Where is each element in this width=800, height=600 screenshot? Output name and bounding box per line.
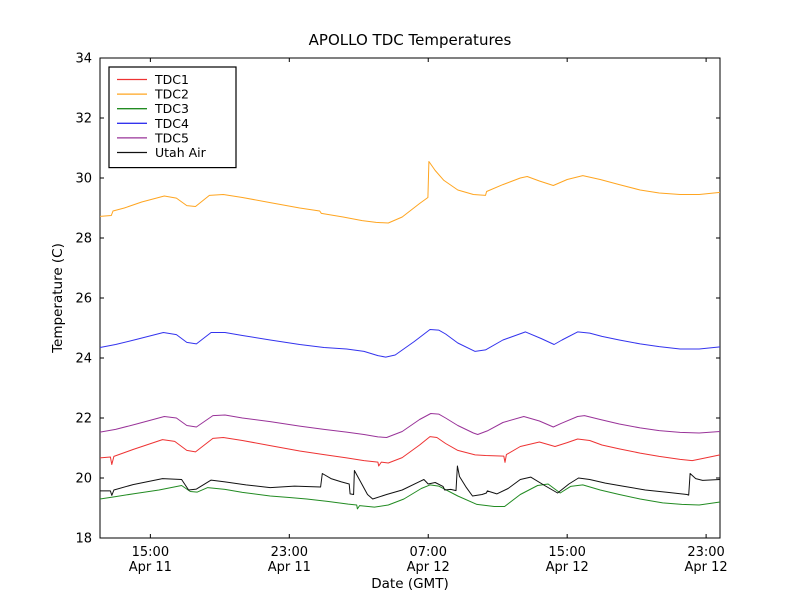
- y-axis-label: Temperature (C): [50, 243, 66, 354]
- y-tick-label: 18: [75, 532, 92, 547]
- series-line-tdc1: [99, 436, 721, 467]
- y-tick-label: 32: [75, 112, 92, 127]
- legend-label-tdc3: TDC3: [154, 101, 189, 116]
- x-tick-sublabel: Apr 12: [546, 560, 589, 575]
- legend-label-tdc4: TDC4: [154, 116, 189, 131]
- x-tick-label: 23:00: [271, 545, 308, 560]
- series-line-tdc2: [99, 161, 721, 224]
- legend-box: [108, 66, 237, 169]
- y-tick-label: 30: [75, 172, 92, 187]
- y-tick-label: 24: [75, 352, 92, 367]
- legend-label-utah-air: Utah Air: [155, 145, 207, 160]
- series-line-tdc5: [99, 413, 721, 438]
- x-tick-sublabel: Apr 11: [129, 560, 172, 575]
- y-tick-label: 20: [75, 472, 92, 487]
- series-line-utah-air: [100, 465, 721, 500]
- x-tick-label: 23:00: [687, 545, 724, 560]
- y-tick-label: 22: [75, 412, 92, 427]
- y-tick-label: 28: [75, 232, 92, 247]
- x-tick-label: 15:00: [548, 545, 585, 560]
- legend-label-tdc1: TDC1: [154, 72, 189, 87]
- x-axis-label: Date (GMT): [371, 576, 448, 592]
- series-line-tdc3: [99, 483, 721, 510]
- y-tick-label: 34: [75, 52, 92, 67]
- x-tick-label: 15:00: [132, 545, 169, 560]
- series-layer: [99, 161, 721, 510]
- x-tick-sublabel: Apr 11: [268, 560, 311, 575]
- x-tick-sublabel: Apr 12: [407, 560, 450, 575]
- series-line-tdc4: [99, 329, 721, 358]
- x-tick-label: 07:00: [410, 545, 447, 560]
- y-tick-label: 26: [75, 292, 92, 307]
- x-tick-sublabel: Apr 12: [685, 560, 728, 575]
- chart-title: APOLLO TDC Temperatures: [309, 31, 512, 49]
- legend-label-tdc2: TDC2: [154, 87, 189, 102]
- legend-label-tdc5: TDC5: [154, 130, 189, 145]
